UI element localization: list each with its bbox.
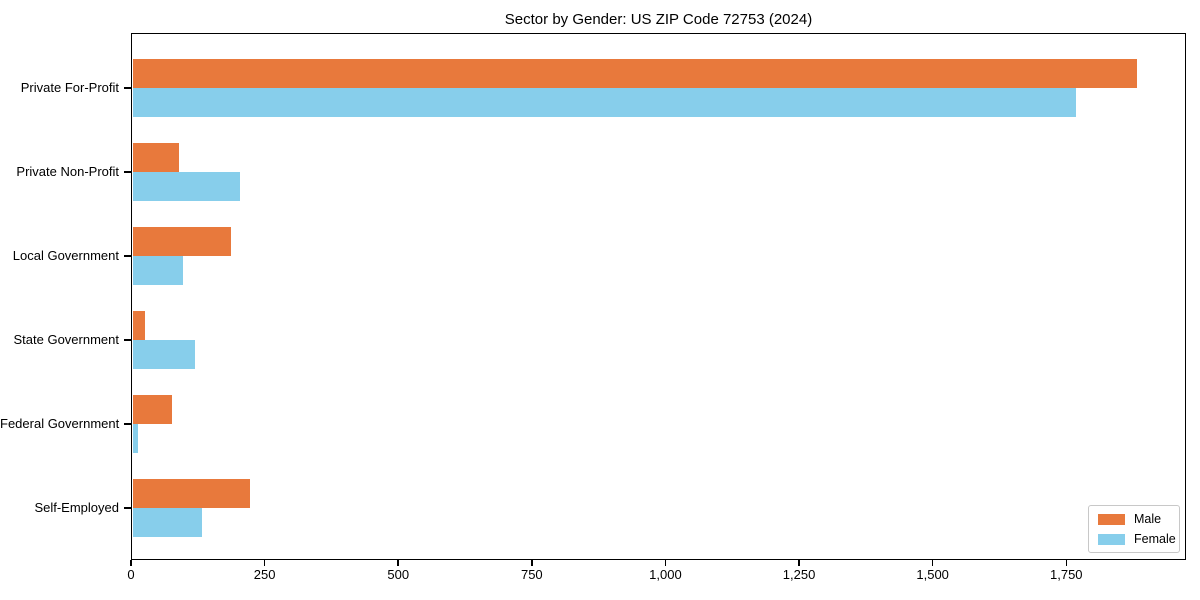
legend-label-male: Male: [1134, 512, 1162, 526]
legend-swatch-male: [1098, 514, 1125, 525]
y-tick-mark: [124, 171, 131, 173]
x-tick-mark: [798, 560, 800, 566]
y-tick-mark: [124, 423, 131, 425]
x-tick-mark: [130, 560, 132, 566]
bar-female-3: [132, 340, 196, 369]
y-tick-label: Federal Government: [0, 416, 120, 431]
y-tick-label: State Government: [13, 332, 120, 347]
x-tick-label: 1,000: [649, 567, 682, 582]
legend-row-female: Female: [1098, 533, 1176, 546]
y-tick-mark: [124, 87, 131, 89]
bar-male-4: [132, 395, 173, 424]
y-tick-mark: [124, 255, 131, 257]
x-tick-label: 1,750: [1050, 567, 1083, 582]
bar-male-0: [132, 59, 1138, 88]
y-tick-label: Private Non-Profit: [16, 164, 119, 179]
legend-label-female: Female: [1134, 532, 1176, 546]
y-tick-label: Self-Employed: [34, 500, 119, 515]
y-tick-label: Local Government: [12, 248, 119, 263]
x-tick-mark: [1065, 560, 1068, 566]
x-tick-mark: [263, 560, 266, 566]
x-tick-label: 750: [520, 567, 543, 582]
bar-female-4: [132, 424, 138, 453]
x-tick-label: 1,250: [782, 567, 816, 582]
bar-female-2: [132, 256, 183, 285]
x-tick-label: 1,500: [916, 567, 949, 582]
legend-row-male: Male: [1098, 513, 1171, 526]
bar-male-5: [132, 479, 251, 508]
x-tick-mark: [664, 560, 667, 566]
x-tick-mark: [931, 560, 934, 566]
bar-female-0: [132, 88, 1076, 117]
legend: Male Female: [1088, 505, 1180, 553]
y-tick-label: Private For-Profit: [20, 80, 119, 95]
bar-male-2: [132, 227, 231, 256]
bar-male-3: [132, 311, 146, 340]
y-tick-mark: [124, 339, 131, 341]
x-tick-mark: [397, 560, 399, 566]
x-tick-mark: [531, 560, 533, 566]
bar-male-1: [132, 143, 179, 172]
y-tick-mark: [124, 507, 131, 509]
bar-female-5: [132, 508, 202, 537]
legend-swatch-female: [1098, 534, 1125, 545]
plot-area: [131, 33, 1186, 560]
bar-female-1: [132, 172, 240, 201]
x-tick-label: 500: [387, 567, 410, 582]
chart-title: Sector by Gender: US ZIP Code 72753 (202…: [504, 11, 813, 28]
x-tick-label: 0: [127, 567, 135, 582]
x-tick-label: 250: [253, 567, 276, 582]
